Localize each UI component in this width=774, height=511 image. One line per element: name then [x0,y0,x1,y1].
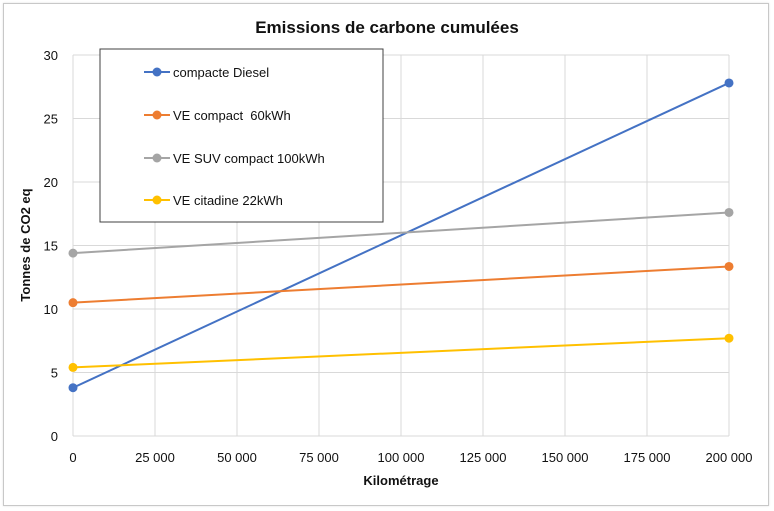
legend-label: VE compact 60kWh [173,108,291,123]
x-tick-label: 125 000 [460,450,507,465]
series-line-2 [72,211,730,255]
y-tick-label: 5 [51,366,58,381]
data-point [724,207,734,217]
series-lines [68,78,734,393]
y-tick-label: 30 [44,48,58,63]
legend-swatch-marker [152,110,162,120]
legend-label: compacte Diesel [173,65,269,80]
x-tick-label: 75 000 [299,450,339,465]
legend-swatch-marker [152,195,162,205]
chart-title: Emissions de carbone cumulées [255,18,519,37]
x-tick-label: 200 000 [706,450,753,465]
y-tick-label: 10 [44,302,58,317]
data-point [68,383,78,393]
series-line-0 [72,82,730,389]
y-tick-label: 20 [44,175,58,190]
y-tick-label: 15 [44,239,58,254]
legend-label: VE SUV compact 100kWh [173,151,325,166]
legend: compacte Diesel VE compact 60kWh VE SUV co… [99,48,384,223]
x-tick-label: 150 000 [542,450,589,465]
x-tick-label: 25 000 [135,450,175,465]
legend-label: VE citadine 22kWh [173,193,283,208]
legend-swatch-marker [152,67,162,77]
legend-swatch-marker [152,153,162,163]
data-point [68,362,78,372]
data-point [724,261,734,271]
x-axis-label: Kilométrage [363,473,438,488]
y-tick-label: 0 [51,429,58,444]
x-tick-label: 50 000 [217,450,257,465]
data-point [724,78,734,88]
series-line-3 [72,337,730,369]
x-tick-label: 100 000 [378,450,425,465]
tick-labels: 0 25 000 50 000 75 000 100 000 125 000 150 000… [44,48,753,465]
y-tick-label: 25 [44,112,58,127]
series-line-1 [72,265,730,304]
data-point [724,333,734,343]
x-tick-label: 0 [69,450,76,465]
data-point [68,248,78,258]
y-axis-label: Tonnes de CO2 eq [18,188,33,301]
x-tick-label: 175 000 [624,450,671,465]
data-point [68,298,78,308]
legend-box [99,48,384,223]
